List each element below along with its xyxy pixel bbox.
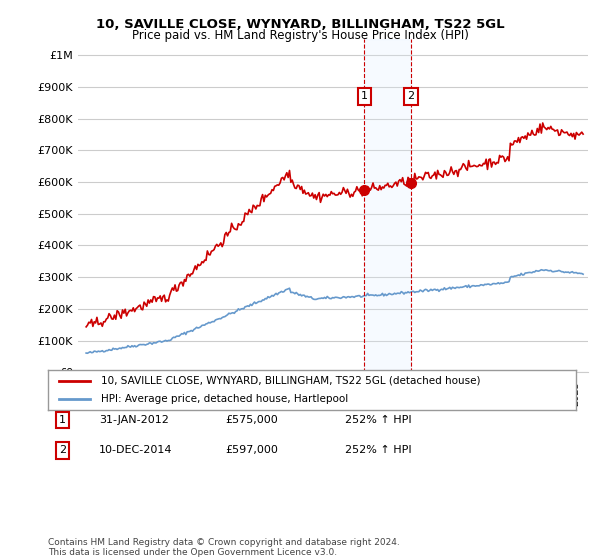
Text: HPI: Average price, detached house, Hartlepool: HPI: Average price, detached house, Hart… (101, 394, 348, 404)
Text: 2: 2 (407, 91, 415, 101)
Text: 252% ↑ HPI: 252% ↑ HPI (345, 445, 412, 455)
Text: 1: 1 (361, 91, 368, 101)
Text: 10-DEC-2014: 10-DEC-2014 (99, 445, 173, 455)
Text: 2: 2 (59, 445, 66, 455)
Text: Contains HM Land Registry data © Crown copyright and database right 2024.
This d: Contains HM Land Registry data © Crown c… (48, 538, 400, 557)
Text: 10, SAVILLE CLOSE, WYNYARD, BILLINGHAM, TS22 5GL (detached house): 10, SAVILLE CLOSE, WYNYARD, BILLINGHAM, … (101, 376, 481, 386)
Text: 31-JAN-2012: 31-JAN-2012 (99, 415, 169, 425)
Text: £597,000: £597,000 (225, 445, 278, 455)
Text: 1: 1 (59, 415, 66, 425)
Text: 10, SAVILLE CLOSE, WYNYARD, BILLINGHAM, TS22 5GL: 10, SAVILLE CLOSE, WYNYARD, BILLINGHAM, … (95, 18, 505, 31)
Text: Price paid vs. HM Land Registry's House Price Index (HPI): Price paid vs. HM Land Registry's House … (131, 29, 469, 42)
Text: £575,000: £575,000 (225, 415, 278, 425)
Bar (364, 39, 411, 372)
Text: 252% ↑ HPI: 252% ↑ HPI (345, 415, 412, 425)
